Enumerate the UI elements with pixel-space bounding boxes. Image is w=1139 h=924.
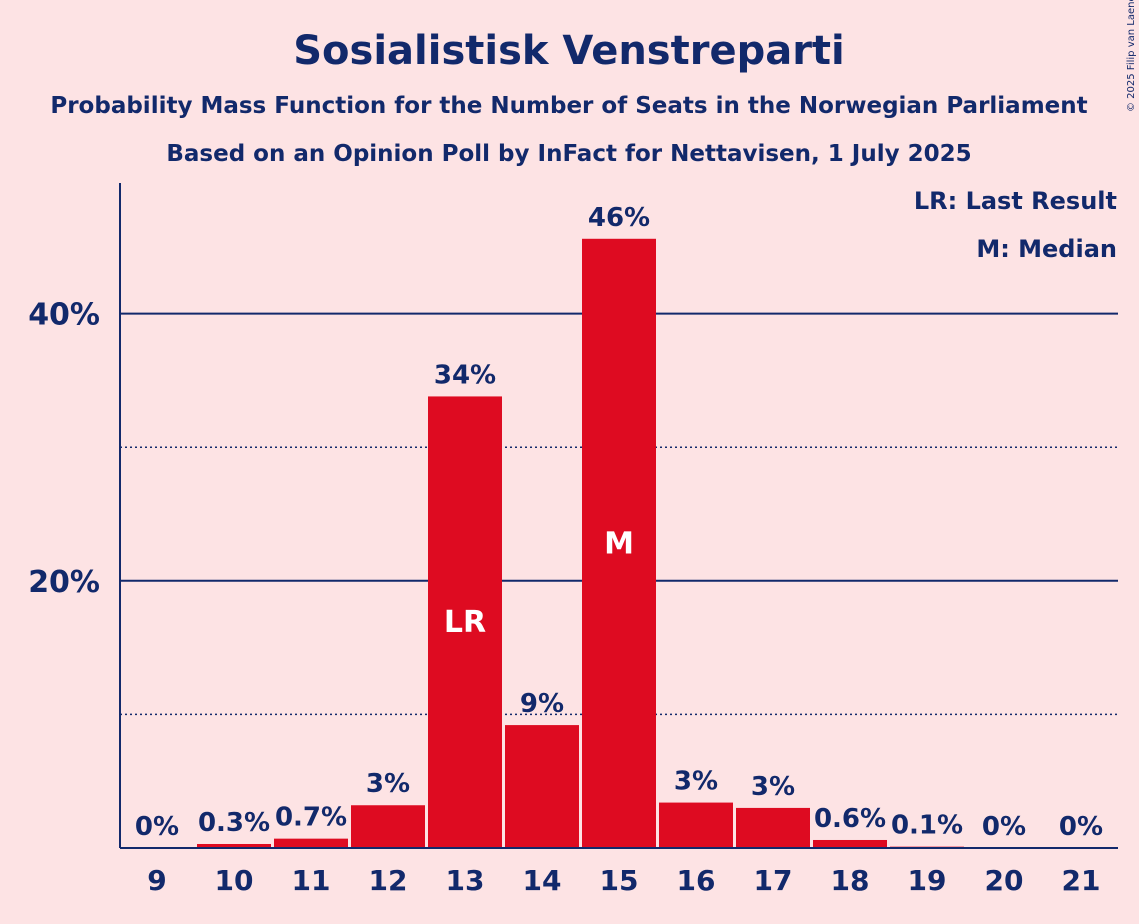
x-tick-label: 18 [831,864,870,897]
x-tick-label: 15 [600,864,639,897]
data-label: 0% [982,812,1026,842]
data-label: 3% [751,772,795,802]
bar [274,838,348,848]
data-label: 0% [1059,812,1103,842]
data-label: 0.1% [891,811,963,841]
data-label: 3% [674,767,718,797]
x-tick-label: 12 [369,864,408,897]
x-tick-label: 16 [677,864,716,897]
bar [505,725,579,848]
data-label: 0.6% [814,804,886,834]
legend-last-result: LR: Last Result [914,187,1117,215]
x-tick-label: 9 [147,864,166,897]
bar [582,238,656,848]
x-tick-label: 14 [523,864,562,897]
labels: 20% 40% 0% 9 0.3% 10 0.7% 11 3% 12 34% 13 LR 9% 14 46% 1… [28,203,1103,897]
data-label: 0.7% [275,803,347,833]
x-tick-label: 21 [1062,864,1101,897]
x-tick-label: 19 [908,864,947,897]
bar [813,839,887,848]
x-tick-label: 20 [985,864,1024,897]
x-tick-label: 11 [292,864,331,897]
bar [197,843,271,848]
chart-subtitle: Probability Mass Function for the Number… [50,93,1087,119]
data-label: 0.3% [198,808,270,838]
bars [197,238,964,848]
data-label: 46% [588,203,650,233]
data-label: 0% [135,812,179,842]
bar [428,396,502,848]
bar [351,805,425,848]
axes [119,183,1118,849]
y-tick-label: 40% [28,298,100,333]
data-label: 34% [434,360,496,390]
legend-median: M: Median [976,235,1117,263]
bar-mark-label: M [604,526,634,561]
copyright: © 2025 Filip van Laenen [1126,0,1137,112]
x-tick-label: 17 [754,864,793,897]
y-tick-label: 20% [28,565,100,600]
bar [736,807,810,848]
chart-subtitle-2: Based on an Opinion Poll by InFact for N… [166,141,971,167]
data-label: 3% [366,769,410,799]
bar-mark-label: LR [444,605,486,640]
bar [659,802,733,848]
x-tick-label: 10 [215,864,254,897]
data-label: 9% [520,689,564,719]
chart-title: Sosialistisk Venstreparti [293,28,845,74]
x-tick-label: 13 [446,864,485,897]
